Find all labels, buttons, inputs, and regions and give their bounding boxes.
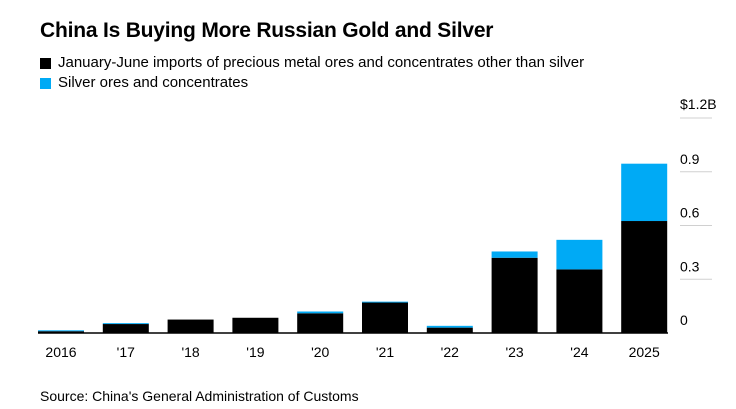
bar-segment-other-metals	[362, 302, 408, 333]
bar-segment-silver	[102, 323, 149, 325]
legend: January-June imports of precious metal o…	[40, 53, 584, 93]
chart-title: China Is Buying More Russian Gold and Si…	[40, 19, 494, 42]
y-tick-label: 0.3	[680, 258, 700, 274]
source-note: Source: China's General Administration o…	[40, 388, 359, 404]
bar-segment-silver	[556, 239, 603, 270]
bar-segment-other-metals	[556, 269, 603, 333]
bar-segment-other-metals	[167, 319, 214, 333]
legend-item-other-metals: January-June imports of precious metal o…	[40, 53, 584, 73]
bar-segment-silver	[362, 301, 408, 303]
bar-segment-other-metals	[621, 221, 668, 333]
x-tick-label: 2025	[629, 344, 660, 360]
legend-item-silver: Silver ores and concentrates	[40, 73, 584, 93]
x-tick-label: '20	[311, 344, 329, 360]
legend-swatch-black	[40, 57, 51, 69]
x-tick-label: '22	[441, 344, 459, 360]
x-tick-label: '17	[117, 344, 135, 360]
x-tick-label: '18	[181, 344, 199, 360]
legend-swatch-blue	[40, 77, 51, 89]
y-tick-label: 0.9	[680, 151, 700, 167]
y-tick-label: $1.2B	[680, 96, 717, 112]
bar-segment-other-metals	[426, 327, 473, 333]
bar-segment-silver	[426, 325, 473, 328]
x-tick-label: '23	[505, 344, 523, 360]
bar-segment-other-metals	[232, 317, 279, 333]
x-tick-label: '24	[570, 344, 588, 360]
bar-segment-other-metals	[38, 331, 84, 333]
legend-label-other-metals: January-June imports of precious metal o…	[58, 54, 585, 71]
legend-label-silver: Silver ores and concentrates	[58, 74, 249, 91]
bar-segment-other-metals	[297, 313, 344, 333]
bar-segment-silver	[38, 330, 84, 332]
x-tick-label: 2016	[45, 344, 76, 360]
bar-segment-other-metals	[491, 257, 538, 333]
bar-segment-silver	[297, 311, 344, 314]
bar-segment-silver	[621, 163, 668, 222]
y-tick-label: 0.6	[680, 205, 700, 221]
x-tick-label: '19	[246, 344, 264, 360]
bar-segment-other-metals	[102, 324, 149, 333]
bar-segment-silver	[491, 251, 538, 258]
x-tick-label: '21	[376, 344, 394, 360]
y-tick-label: 0	[680, 312, 688, 328]
